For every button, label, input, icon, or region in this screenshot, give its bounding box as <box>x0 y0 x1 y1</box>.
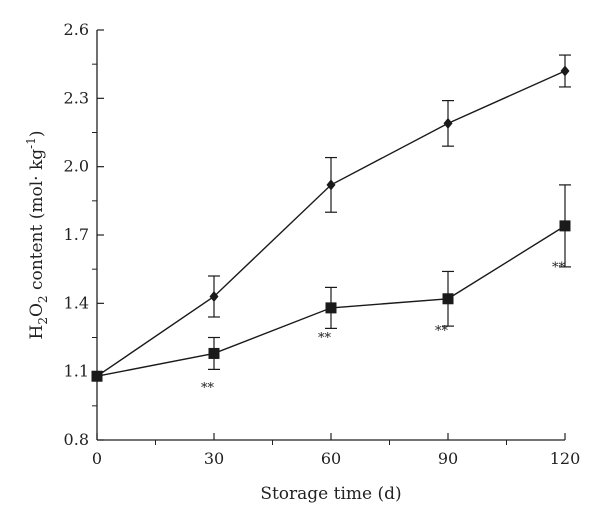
data-point-square <box>559 220 571 232</box>
series-2 <box>91 184 571 382</box>
x-tick-label: 30 <box>204 449 224 468</box>
y-tick-label: 0.8 <box>64 430 89 449</box>
annotation-layer: ** ** ** ** <box>201 260 566 396</box>
y-tick-label: 1.1 <box>64 362 89 381</box>
plot-area <box>96 30 565 441</box>
x-tick-label: 120 <box>550 449 581 468</box>
significance-mark: ** <box>318 331 332 346</box>
x-ticks: 0 30 60 90 120 <box>92 433 580 468</box>
y-ticks: 0.8 1.1 1.4 1.7 2.0 2.3 2.6 <box>64 20 104 449</box>
data-point-square <box>91 370 103 382</box>
y-axis-label: H2O2 content (mol· kg-1) <box>24 131 50 340</box>
data-point-diamond <box>560 65 570 77</box>
data-point-diamond <box>326 179 336 191</box>
y-tick-label: 2.0 <box>64 157 89 176</box>
series-line <box>96 70 566 377</box>
x-tick-label: 90 <box>438 449 458 468</box>
data-point-diamond <box>209 291 219 302</box>
y-tick-label: 2.6 <box>64 20 89 39</box>
series-layer <box>91 54 571 382</box>
significance-mark: ** <box>552 260 566 275</box>
x-axis-label: Storage time (d) <box>260 484 401 504</box>
y-tick-label: 1.7 <box>64 225 89 244</box>
data-point-diamond <box>443 117 453 129</box>
x-tick-label: 60 <box>321 449 341 468</box>
y-tick-label: 1.4 <box>64 293 89 312</box>
significance-mark: ** <box>201 381 215 396</box>
y-tick-label: 2.3 <box>64 88 89 107</box>
data-point-square <box>208 347 220 359</box>
series-1 <box>92 54 571 382</box>
significance-mark: ** <box>435 324 449 339</box>
data-point-square <box>325 302 337 314</box>
x-tick-label: 0 <box>92 449 102 468</box>
data-point-square <box>442 293 454 305</box>
